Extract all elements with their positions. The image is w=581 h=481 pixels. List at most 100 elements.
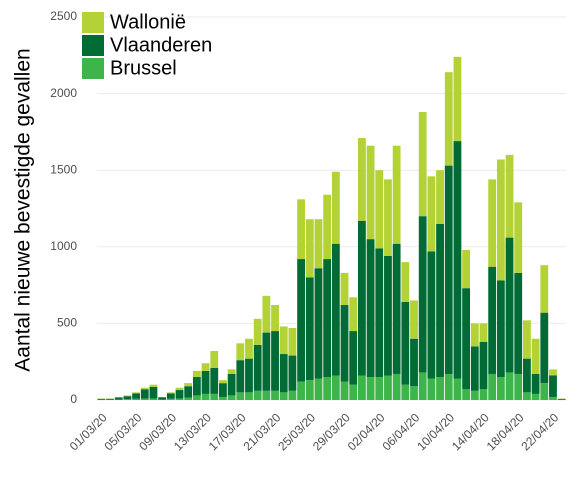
bar-segment — [140, 387, 149, 390]
bar-segment — [201, 393, 210, 400]
bar-segment — [496, 159, 505, 281]
bar-segment — [349, 297, 358, 332]
bar-segment — [219, 383, 227, 397]
y-axis-title: Aantal nieuwe bevestigde gevallen — [12, 48, 35, 371]
bar-segment — [436, 377, 444, 400]
bar-segment — [444, 373, 453, 400]
bar-segment — [470, 346, 479, 391]
bar-segment — [123, 396, 132, 400]
bar-segment — [540, 312, 549, 384]
bar-segment — [462, 389, 471, 400]
bar-segment — [149, 386, 158, 399]
bar-segment — [288, 355, 297, 391]
y-tick-label: 0 — [70, 392, 77, 406]
bar-segment — [219, 396, 227, 400]
bar-segment — [123, 399, 132, 400]
bar-segment — [401, 301, 410, 385]
bar-segment — [305, 277, 314, 381]
bar-segment — [245, 338, 253, 359]
bar-segment — [392, 145, 401, 244]
bar-segment — [123, 395, 132, 397]
bar-segment — [184, 383, 193, 387]
bar-segment — [279, 392, 288, 400]
bar-segment — [262, 295, 271, 333]
bar-segment — [392, 373, 401, 400]
bar-segment — [149, 398, 158, 400]
bar-segment — [192, 395, 201, 400]
bar-segment — [366, 377, 375, 400]
bar-segment — [436, 170, 444, 224]
bar-segment — [210, 350, 219, 368]
bar-segment — [210, 367, 219, 394]
bar-segment — [531, 393, 540, 400]
bar-segment — [236, 343, 245, 361]
bar-segment — [253, 318, 262, 345]
bar-segment — [366, 239, 375, 378]
bar-segment — [523, 320, 531, 359]
bar-segment — [418, 111, 427, 217]
bar-segment — [201, 370, 210, 394]
bar-segment — [166, 393, 175, 399]
bar-segment — [279, 354, 288, 393]
bar-segment — [245, 358, 253, 393]
bar-segment — [462, 249, 471, 289]
legend-swatch — [82, 35, 104, 56]
bar-segment — [470, 390, 479, 400]
y-tick-label: 2500 — [50, 9, 77, 23]
bar-segment — [514, 202, 523, 273]
bar-segment — [496, 377, 505, 400]
bar-segment — [331, 171, 340, 244]
bar-segment — [271, 305, 279, 332]
bar-segment — [288, 327, 297, 356]
bar-segment — [523, 358, 531, 393]
bar-segment — [427, 251, 436, 379]
bar-segment — [262, 390, 271, 400]
bar-segment — [384, 375, 392, 400]
bar-segment — [340, 381, 349, 400]
bar-segment — [410, 300, 418, 339]
bar-segment — [462, 288, 471, 390]
bar-segment — [514, 373, 523, 400]
bar-segment — [314, 378, 323, 400]
y-tick-label: 1500 — [50, 162, 77, 176]
bar-segment — [384, 179, 392, 256]
bar-segment — [366, 145, 375, 240]
legend-label: Brussel — [110, 57, 177, 79]
bar-segment — [201, 363, 210, 371]
y-tick-label: 500 — [57, 316, 77, 330]
bar-segment — [540, 265, 549, 313]
bar-segment — [236, 360, 245, 393]
bar-segment — [331, 375, 340, 400]
bar-segment — [349, 384, 358, 400]
bar-segment — [288, 390, 297, 400]
bar-segment — [114, 397, 123, 400]
bar-segment — [331, 243, 340, 376]
y-tick-label: 1000 — [50, 239, 77, 253]
bar-segment — [453, 141, 462, 379]
bar-segment — [158, 397, 167, 400]
legend-label: Wallonië — [110, 11, 186, 33]
bar-segment — [384, 255, 392, 376]
bar-segment — [140, 389, 149, 399]
bar-segment — [297, 259, 306, 382]
bar-segment — [523, 392, 531, 400]
bar-segment — [192, 377, 201, 396]
bar-segment — [227, 369, 236, 374]
legend-swatch — [82, 12, 104, 33]
bar-segment — [427, 378, 436, 400]
bar-segment — [505, 154, 514, 238]
bar-segment — [427, 176, 436, 252]
bar-segment — [549, 396, 557, 400]
legend-swatch — [82, 58, 104, 79]
bar-segment — [436, 223, 444, 378]
bar-segment — [505, 372, 514, 400]
bar-segment — [540, 383, 549, 400]
bar-segment — [357, 220, 366, 376]
bar-segment — [175, 398, 184, 400]
bar-segment — [184, 386, 193, 398]
bar-segment — [453, 56, 462, 142]
bar-segment — [305, 380, 314, 400]
bar-segment — [375, 170, 384, 249]
bar-segment — [514, 272, 523, 374]
